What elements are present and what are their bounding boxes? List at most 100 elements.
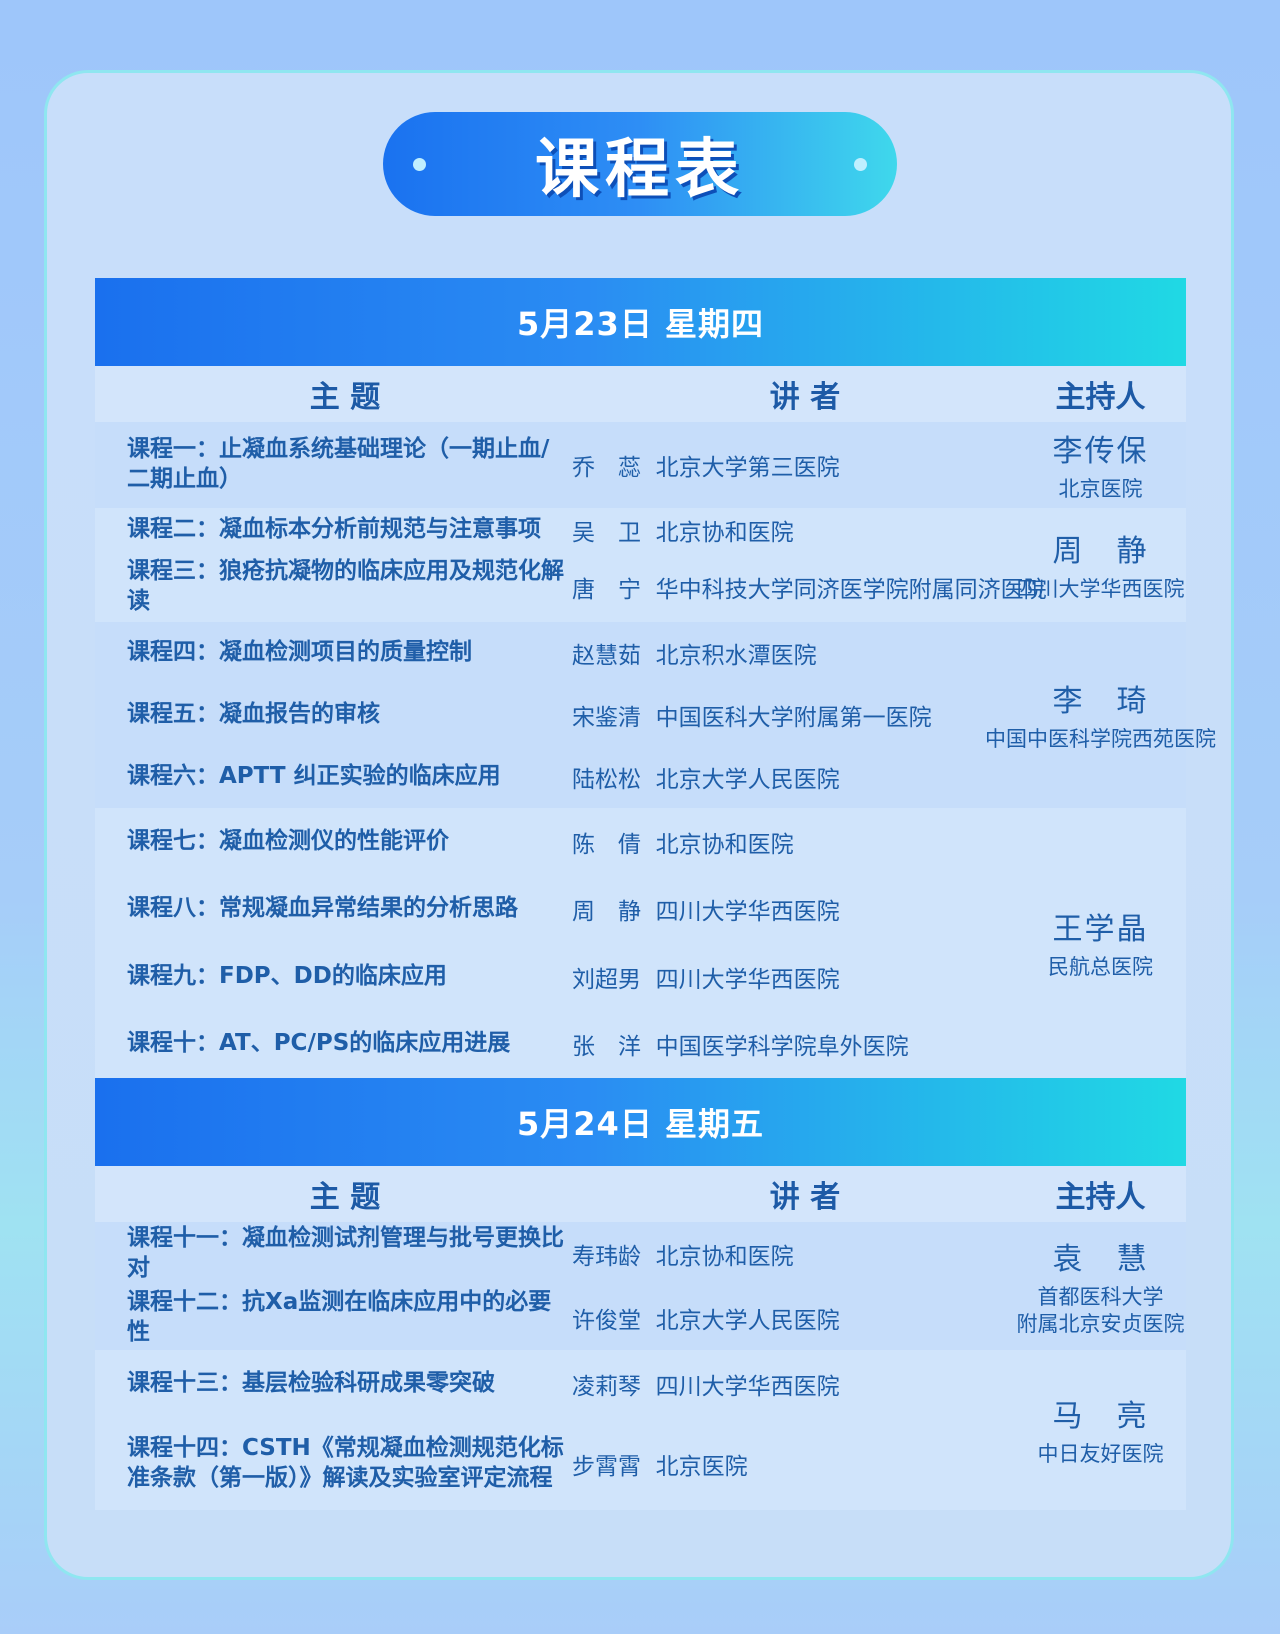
speaker-hospital: 北京大学人民医院: [655, 1308, 840, 1334]
course-topic: 课程四：凝血检测项目的质量控制: [127, 639, 472, 666]
speaker: 陆松松 北京大学人民医院: [565, 760, 1015, 794]
column-speaker: 讲 者: [769, 1180, 841, 1215]
course-topic: 课程七：凝血检测仪的性能评价: [127, 827, 449, 854]
speaker-hospital: 北京协和医院: [655, 831, 794, 858]
host-name: 袁 慧: [1052, 1241, 1149, 1277]
speaker-hospital: 华中科技大学同济医学院附属同济医院: [655, 577, 1047, 604]
column-topic: 主 题: [309, 380, 381, 415]
session-group: 课程十三：基层检验科研成果零突破 凌莉琴 四川大学华西医院 课程十四：CSTH《…: [95, 1350, 1186, 1510]
host: 袁 慧 首都医科大学 附属北京安贞医院: [1015, 1222, 1186, 1350]
table-row: 课程七：凝血检测仪的性能评价 陈 倩 北京协和医院: [95, 825, 1015, 859]
speaker-name: 周 静: [572, 899, 641, 926]
speaker-name: 陆松松: [572, 767, 641, 793]
speaker-hospital: 北京协和医院: [655, 1244, 794, 1270]
table-row: 课程九：FDP、DD的临床应用 刘超男 四川大学华西医院: [95, 960, 1015, 994]
table-row: 课程十三：基层检验科研成果零突破 凌莉琴 四川大学华西医院: [95, 1367, 1015, 1401]
speaker-hospital: 四川大学华西医院: [655, 1373, 840, 1400]
table-row: 课程十一：凝血检测试剂管理与批号更换比对 寿玮龄 北京协和医院: [95, 1224, 1015, 1284]
speaker-name: 凌莉琴: [572, 1373, 641, 1400]
session-group: 课程十一：凝血检测试剂管理与批号更换比对 寿玮龄 北京协和医院 课程十二：抗Xa…: [95, 1222, 1186, 1350]
host-name: 李传保: [1052, 434, 1149, 470]
host-name: 马 亮: [1052, 1399, 1149, 1435]
speaker-hospital: 中国医科大学附属第一医院: [655, 705, 932, 731]
speaker: 吴 卫 北京协和医院: [565, 513, 1015, 547]
speaker-hospital: 中国医学科学院阜外医院: [655, 1034, 909, 1061]
course-topic: 课程三：狼疮抗凝物的临床应用及规范化解读: [127, 558, 564, 615]
table-row: 课程四：凝血检测项目的质量控制 赵慧茹 北京积水潭医院: [95, 636, 1015, 670]
speaker: 宋鉴清 中国医科大学附属第一医院: [565, 698, 1015, 732]
course-topic: 课程十：AT、PC/PS的临床应用进展: [127, 1030, 511, 1057]
host: 王学晶 民航总医院: [1015, 808, 1186, 1078]
speaker-name: 唐 宁: [572, 577, 641, 604]
speaker-hospital: 北京大学第三医院: [655, 455, 840, 481]
speaker-name: 寿玮龄: [572, 1244, 641, 1270]
table-row: 课程二：凝血标本分析前规范与注意事项 吴 卫 北京协和医院: [95, 513, 1015, 547]
column-header-row: 主 题 讲 者 主持人: [95, 366, 1186, 422]
host-org: 北京医院: [1058, 477, 1143, 502]
speaker-hospital: 北京协和医院: [655, 520, 794, 547]
host: 李 琦 中国中医科学院西苑医院: [985, 622, 1216, 808]
course-topic: 课程十四：CSTH《常规凝血检测规范化标准条款（第一版）》解读及实验室评定流程: [127, 1434, 564, 1491]
speaker-name: 赵慧茹: [572, 643, 641, 669]
speaker: 刘超男 四川大学华西医院: [565, 960, 1015, 994]
speaker-hospital: 四川大学华西医院: [655, 966, 840, 993]
session-group: 课程二：凝血标本分析前规范与注意事项 吴 卫 北京协和医院 课程三：狼疮抗凝物的…: [95, 508, 1186, 622]
speaker-name: 刘超男: [572, 966, 641, 993]
table-row: 课程六：APTT 纠正实验的临床应用 陆松松 北京大学人民医院: [95, 760, 1015, 794]
speaker: 张 洋 中国医学科学院阜外医院: [565, 1027, 1015, 1061]
speaker: 赵慧茹 北京积水潭医院: [565, 636, 1015, 670]
speaker-hospital: 北京大学人民医院: [655, 767, 840, 793]
column-topic: 主 题: [309, 1180, 381, 1215]
speaker-name: 陈 倩: [572, 831, 641, 858]
session-group: 课程七：凝血检测仪的性能评价 陈 倩 北京协和医院 课程八：常规凝血异常结果的分…: [95, 808, 1186, 1078]
table-row: 课程十二：抗Xa监测在临床应用中的必要性 许俊堂 北京大学人民医院: [95, 1288, 1015, 1348]
speaker: 寿玮龄 北京协和医院: [565, 1237, 1015, 1271]
host-name: 王学晶: [1052, 912, 1149, 948]
course-topic: 课程八：常规凝血异常结果的分析思路: [127, 895, 518, 922]
page-title: 课程表: [535, 133, 745, 207]
host: 周 静 四川大学华西医院: [1015, 508, 1186, 622]
course-topic: 课程十三：基层检验科研成果零突破: [127, 1369, 495, 1396]
dot-decoration: [413, 158, 426, 171]
course-topic: 课程一：止凝血系统基础理论（一期止血/二期止血）: [127, 436, 550, 492]
host-org: 四川大学华西医院: [1016, 577, 1185, 602]
host-org: 首都医科大学 附属北京安贞医院: [1016, 1284, 1185, 1336]
host: 李传保 北京医院: [1015, 422, 1186, 508]
dot-decoration: [854, 158, 867, 171]
speaker-name: 许俊堂: [572, 1308, 641, 1334]
day-table-1: 5月23日 星期四 主 题 讲 者 主持人 课程一：止凝血系统基础理论（一期止血…: [95, 278, 1216, 1078]
speaker-name: 步霄霄: [572, 1453, 641, 1480]
host-name: 李 琦: [1052, 684, 1149, 720]
column-speaker: 讲 者: [769, 380, 841, 415]
table-row: 课程十：AT、PC/PS的临床应用进展 张 洋 中国医学科学院阜外医院: [95, 1027, 1015, 1061]
table-row: 课程十四：CSTH《常规凝血检测规范化标准条款（第一版）》解读及实验室评定流程 …: [95, 1434, 1015, 1494]
column-host: 主持人: [1055, 1180, 1146, 1215]
speaker-name: 乔 蕊: [572, 455, 641, 481]
host-org: 中日友好医院: [1037, 1442, 1164, 1467]
course-topic: 课程十二：抗Xa监测在临床应用中的必要性: [127, 1289, 552, 1345]
host-org: 民航总医院: [1048, 955, 1153, 980]
course-topic: 课程十一：凝血检测试剂管理与批号更换比对: [127, 1225, 564, 1281]
course-topic: 课程九：FDP、DD的临床应用: [127, 962, 447, 989]
table-row: 课程八：常规凝血异常结果的分析思路 周 静 四川大学华西医院: [95, 892, 1015, 926]
table-row: 课程三：狼疮抗凝物的临床应用及规范化解读 唐 宁 华中科技大学同济医学院附属同济…: [95, 557, 1047, 617]
speaker: 周 静 四川大学华西医院: [565, 892, 1015, 926]
speaker: 凌莉琴 四川大学华西医院: [565, 1367, 1015, 1401]
column-header-row: 主 题 讲 者 主持人: [95, 1166, 1186, 1222]
course-topic: 课程二：凝血标本分析前规范与注意事项: [127, 516, 541, 543]
column-host: 主持人: [1055, 380, 1146, 415]
speaker-hospital: 北京医院: [655, 1453, 748, 1480]
course-topic: 课程六：APTT 纠正实验的临床应用: [127, 763, 501, 790]
speaker: 唐 宁 华中科技大学同济医学院附属同济医院: [565, 570, 1047, 604]
speaker-hospital: 北京积水潭医院: [655, 643, 817, 669]
table-row: 课程五：凝血报告的审核 宋鉴清 中国医科大学附属第一医院: [95, 698, 1015, 732]
session-group: 课程四：凝血检测项目的质量控制 赵慧茹 北京积水潭医院 课程五：凝血报告的审核 …: [95, 622, 1216, 808]
host: 马 亮 中日友好医院: [1015, 1350, 1186, 1510]
course-topic: 课程五：凝血报告的审核: [127, 701, 380, 728]
speaker-name: 宋鉴清: [572, 705, 641, 731]
day-header: 5月23日 星期四: [95, 278, 1186, 366]
day-table-2: 5月24日 星期五 主 题 讲 者 主持人 课程十一：凝血检测试剂管理与批号更换…: [95, 1078, 1186, 1510]
table-row: 课程一：止凝血系统基础理论（一期止血/二期止血） 乔 蕊 北京大学第三医院: [95, 435, 1015, 495]
speaker: 步霄霄 北京医院: [565, 1447, 1015, 1481]
title-banner: 课程表: [383, 112, 897, 216]
